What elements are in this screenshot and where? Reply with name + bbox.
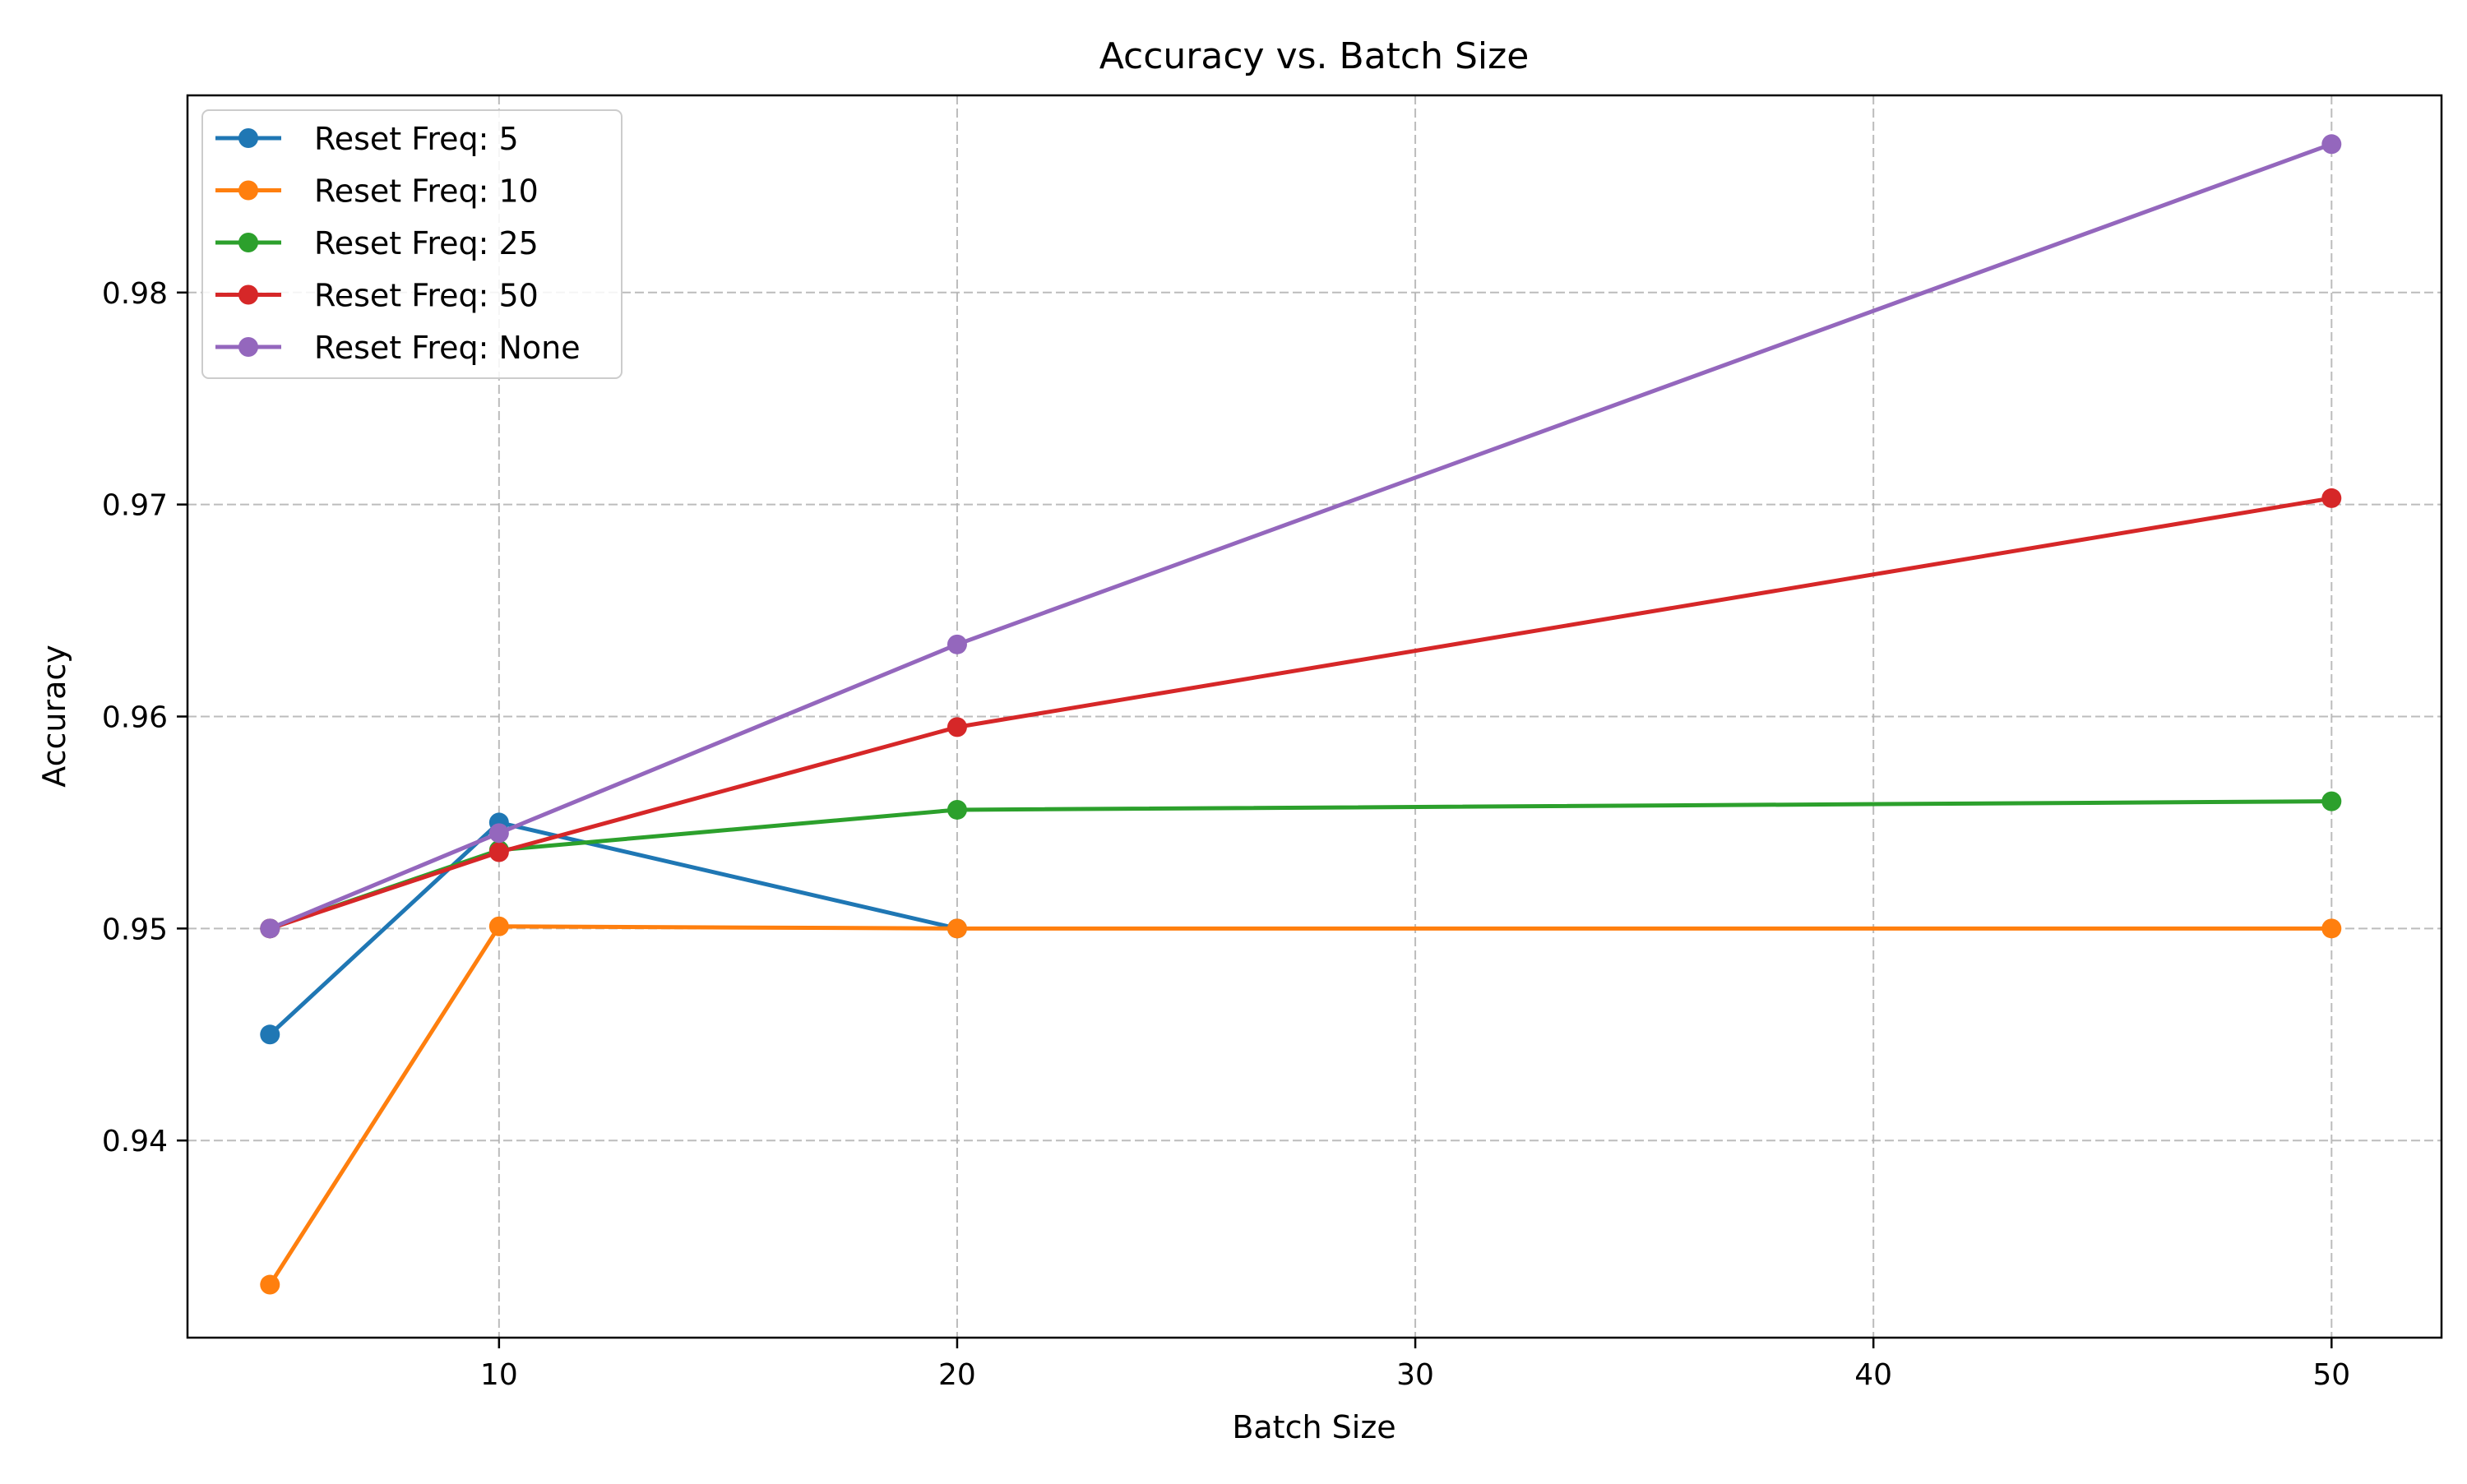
legend-swatch-marker: [238, 337, 258, 357]
legend-swatch-marker: [238, 284, 258, 305]
series-line-reset-freq-10: [267, 924, 2334, 1288]
legend-swatch-marker: [238, 128, 258, 148]
data-point-reset-freq-10: [260, 1274, 280, 1295]
data-point-reset-freq-25: [2321, 791, 2342, 811]
legend: Reset Freq: 5 Reset Freq: 10 Reset Freq: 2…: [201, 109, 623, 379]
series-line-reset-freq-50: [267, 496, 2334, 931]
legend-box: [201, 109, 623, 379]
series-line-reset-freq-25: [267, 799, 2334, 931]
legend-label: Reset Freq: 10: [314, 173, 539, 210]
data-point-reset-freq-none: [2321, 134, 2342, 155]
series-line-reset-freq-none: [267, 141, 2334, 931]
data-point-reset-freq-50: [488, 842, 509, 862]
y-tick-label: 0.98: [102, 277, 168, 311]
legend-label: Reset Freq: 5: [314, 121, 519, 157]
data-point-reset-freq-10: [947, 918, 967, 939]
ticks-layer: 10 20 30 40 50 0.94 0.95 0.96 0.97 0.98: [102, 277, 2350, 1392]
y-axis-label: Accuracy: [36, 645, 72, 788]
series-layer: [260, 134, 2342, 1295]
data-point-reset-freq-10: [488, 916, 509, 936]
x-tick-label: 20: [938, 1358, 976, 1392]
legend-swatch-marker: [238, 233, 258, 252]
y-tick-label: 0.94: [102, 1125, 168, 1158]
data-point-reset-freq-5: [260, 1024, 280, 1045]
x-tick-label: 10: [480, 1358, 518, 1392]
x-axis-label: Batch Size: [1232, 1409, 1395, 1445]
legend-label: Reset Freq: 50: [314, 278, 539, 314]
x-tick-label: 30: [1396, 1358, 1434, 1392]
y-tick-label: 0.96: [102, 701, 168, 735]
y-tick-label: 0.95: [102, 913, 168, 946]
x-tick-label: 50: [2312, 1358, 2350, 1392]
legend-swatch-marker: [238, 180, 258, 201]
data-point-reset-freq-none: [260, 918, 280, 939]
data-point-reset-freq-10: [2321, 918, 2342, 939]
data-point-reset-freq-none: [488, 823, 509, 844]
data-point-reset-freq-25: [947, 799, 967, 820]
legend-label: Reset Freq: None: [314, 330, 581, 366]
data-point-reset-freq-50: [947, 717, 967, 737]
chart-title: Accuracy vs. Batch Size: [1099, 35, 1530, 77]
legend-label: Reset Freq: 25: [314, 225, 539, 261]
data-point-reset-freq-none: [947, 634, 967, 654]
x-tick-label: 40: [1854, 1358, 1892, 1392]
y-tick-label: 0.97: [102, 489, 168, 523]
data-point-reset-freq-50: [2321, 488, 2342, 508]
